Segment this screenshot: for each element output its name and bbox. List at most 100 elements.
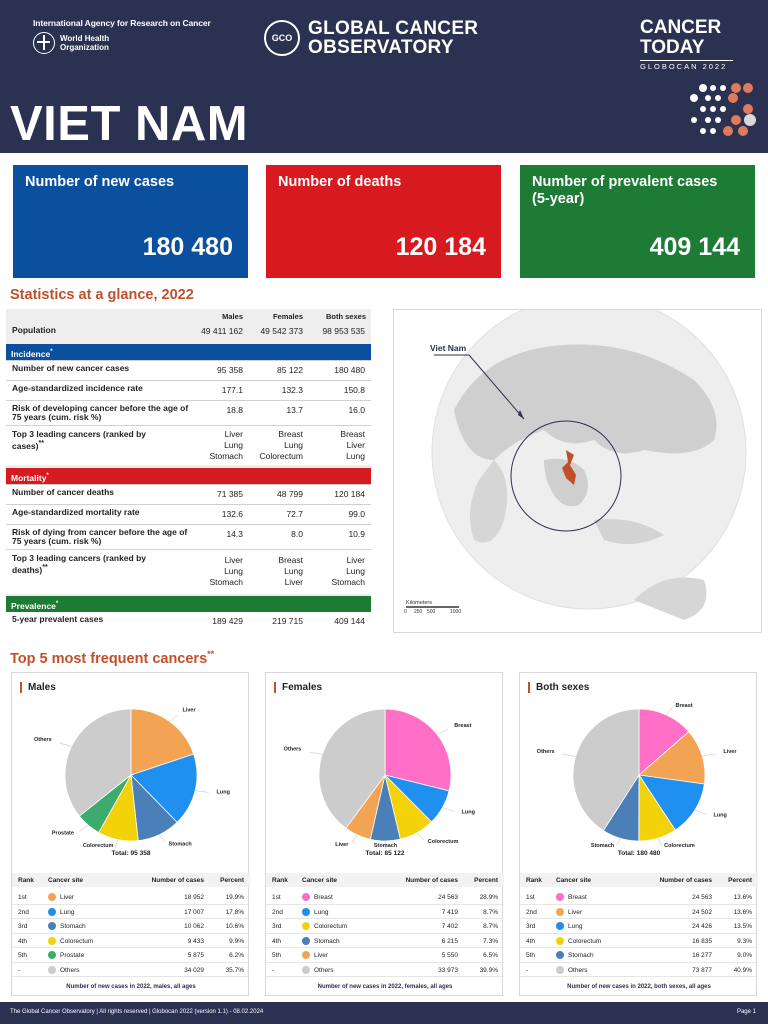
top3-cases-label: Top 3 leading cancers (ranked by cases)*… bbox=[12, 430, 162, 451]
population-label: Population bbox=[12, 325, 56, 335]
legend-dot-icon bbox=[48, 893, 56, 901]
header-site: Cancer site bbox=[48, 877, 84, 884]
iarc-who-logo: International Agency for Research on Can… bbox=[33, 18, 211, 54]
row-site: Stomach bbox=[314, 937, 340, 945]
row-percent: 35.7% bbox=[225, 966, 244, 974]
legend-dot-icon bbox=[302, 922, 310, 930]
new-cases-value: 180 480 bbox=[142, 233, 233, 261]
pie-leader-line bbox=[657, 838, 663, 847]
header-cases: Number of cases bbox=[151, 877, 204, 884]
footer-copyright: The Global Cancer Observatory | All righ… bbox=[10, 1009, 264, 1015]
globe-map: Viet Nam Kilometers 0 250 500 1000 bbox=[393, 294, 762, 633]
col-both: Both sexes bbox=[325, 312, 366, 321]
pie-leader-line bbox=[158, 834, 166, 843]
pie-leader-line bbox=[436, 729, 449, 735]
pie-leader-line bbox=[58, 742, 72, 747]
row-cases: 24 426 bbox=[692, 923, 712, 930]
asr-mortality-males: 132.6 bbox=[221, 509, 243, 519]
row-site: Lung bbox=[60, 908, 75, 916]
row-rank: 3rd bbox=[526, 923, 536, 930]
who-emblem-icon bbox=[33, 32, 55, 54]
pie-slice-breast bbox=[384, 708, 452, 792]
row-cases: 7 402 bbox=[441, 923, 458, 930]
pie-slice-lung bbox=[638, 774, 705, 831]
ct-subtitle: GLOBOCAN 2022 bbox=[640, 60, 733, 71]
cancer-today-logo: CANCER TODAY GLOBOCAN 2022 bbox=[640, 18, 740, 71]
map-country-label: Viet Nam bbox=[430, 343, 467, 353]
top3-deaths-males-2: Lung bbox=[224, 566, 243, 576]
table-row: 4th Colorectum 16 835 9.3% bbox=[520, 934, 758, 948]
top3-deaths-both-1: Liver bbox=[346, 555, 365, 565]
pie-leader-line bbox=[702, 753, 716, 757]
pie-label-lung: Lung bbox=[217, 789, 230, 795]
risk-dying-label: Risk of dying from cancer before the age… bbox=[12, 527, 188, 546]
pie-leader-line bbox=[616, 838, 621, 847]
gco-name-block: GLOBAL CANCER OBSERVATORY bbox=[308, 19, 478, 57]
row-percent: 9.3% bbox=[737, 937, 752, 945]
header-site: Cancer site bbox=[302, 877, 338, 884]
top3-cases-both-1: Breast bbox=[340, 429, 365, 439]
row-percent: 8.7% bbox=[483, 908, 498, 916]
row-cases: 16 277 bbox=[692, 952, 712, 959]
pie-leader-line bbox=[195, 790, 209, 793]
incidence-band-asterisk: * bbox=[50, 349, 53, 355]
who-block: World Health Organization bbox=[33, 32, 211, 54]
mortality-band-label: Mortality bbox=[11, 472, 47, 483]
page-footer: The Global Cancer Observatory | All righ… bbox=[0, 1002, 768, 1024]
pie-label-stomach: Stomach bbox=[169, 842, 193, 848]
top3-deaths-females-1: Breast bbox=[278, 555, 303, 565]
row-percent: 13.6% bbox=[733, 894, 752, 901]
table-row: 4th Colorectum 9 433 9.9% bbox=[12, 934, 250, 948]
header-rank: Rank bbox=[272, 877, 288, 884]
ct-title-line2: TODAY bbox=[640, 37, 705, 58]
legend-dot-icon bbox=[48, 936, 56, 945]
top3-cases-both-2: Liver bbox=[346, 440, 365, 450]
row-site: Others bbox=[568, 966, 588, 974]
table-row: - Others 34 029 35.7% bbox=[12, 963, 250, 977]
map-pointer-line bbox=[468, 354, 525, 420]
pie-label-liver: Liver bbox=[182, 708, 196, 714]
legend-dot-icon bbox=[48, 922, 56, 930]
legend-dot-icon bbox=[302, 951, 310, 959]
globe-map-svg: Viet Nam Kilometers 0 250 500 1000 bbox=[404, 294, 747, 620]
females-chart-title: Females bbox=[274, 682, 322, 693]
pie-slice-lung bbox=[130, 753, 198, 823]
prevalent-males: 189 429 bbox=[212, 616, 243, 626]
footer-page-number: Page 1 bbox=[736, 1009, 756, 1015]
row-cases: 16 835 bbox=[692, 937, 712, 945]
table-row: 3rd Colorectum 7 402 8.7% bbox=[266, 919, 504, 934]
pie-label-others: Others bbox=[537, 749, 555, 755]
row-site: Liver bbox=[314, 952, 329, 959]
row-rank: 3rd bbox=[272, 923, 282, 930]
row-site: Liver bbox=[568, 908, 583, 916]
stats-section-title: Statistics at a glance, 2022 bbox=[10, 287, 194, 303]
males-chart-panel: Males Liver Lung Stomach Colorectum Prostate… bbox=[11, 672, 250, 996]
table-row: 5th Stomach 16 277 9.0% bbox=[520, 948, 758, 963]
scale-tick-500: 500 bbox=[427, 609, 436, 615]
top3-cases-males-1: Liver bbox=[224, 429, 243, 439]
risk-developing-females: 13.7 bbox=[286, 405, 303, 415]
females-pie-chart: Breast Lung Colorectum Stomach Liver Others bbox=[284, 708, 475, 849]
stats-table: Males Females Both sexes Population 49 4… bbox=[6, 309, 371, 633]
pie-label-lung: Lung bbox=[713, 813, 726, 819]
pie-slice-others bbox=[318, 708, 386, 829]
pie-label-liver: Liver bbox=[723, 749, 737, 755]
gco-logo: GCO GLOBAL CANCER OBSERVATORY bbox=[264, 19, 478, 57]
scale-tick-250: 250 bbox=[414, 609, 423, 615]
row-rank: 2nd bbox=[272, 908, 283, 916]
gco-name-line1: GLOBAL CANCER bbox=[308, 18, 479, 39]
top3-deaths-males: Liver Lung Stomach bbox=[183, 555, 243, 588]
row-percent: 13.5% bbox=[733, 923, 752, 930]
males-chart-title: Males bbox=[20, 682, 56, 693]
legend-dot-icon bbox=[48, 907, 56, 916]
who-name: World Health Organization bbox=[60, 34, 110, 52]
pie-leader-line bbox=[114, 839, 119, 848]
asia-landmass bbox=[454, 344, 717, 460]
top3-deaths-both: Liver Lung Stomach bbox=[305, 555, 365, 588]
pie-label-prostate: Prostate bbox=[52, 830, 74, 836]
top3-deaths-asterisk: ** bbox=[42, 563, 48, 571]
row-site: Colorectum bbox=[60, 937, 94, 945]
both-sexes-chart-title: Both sexes bbox=[528, 682, 589, 693]
new-cases-label: Number of new cases bbox=[25, 174, 175, 190]
pie-label-colorectum: Colorectum bbox=[428, 839, 459, 845]
